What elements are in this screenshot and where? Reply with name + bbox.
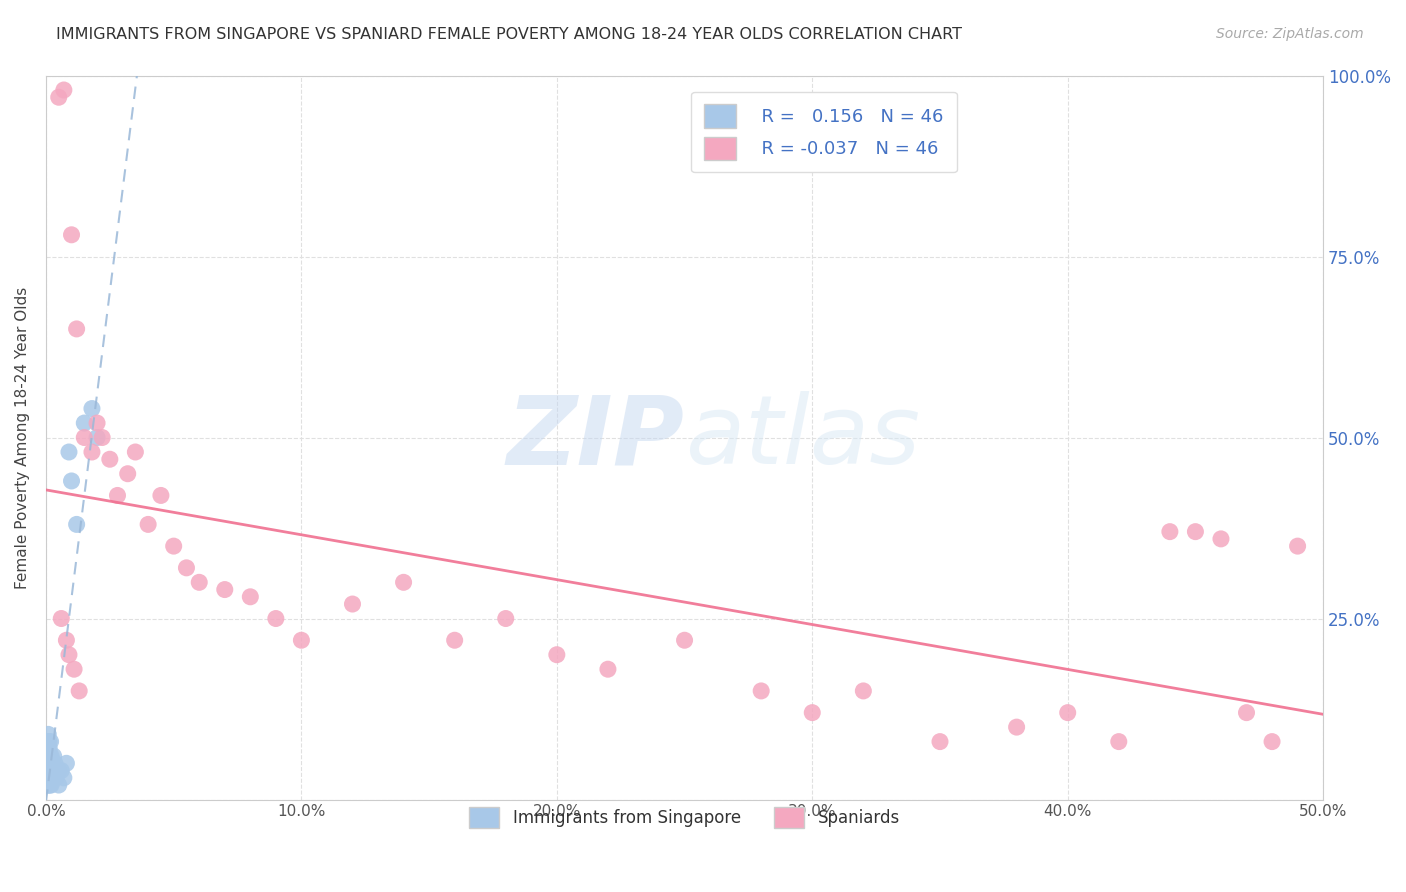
Point	[1056, 706, 1078, 720]
Point	[52, 83, 75, 97]
Point	[1159, 524, 1181, 539]
Point	[38, 771, 60, 785]
Point	[39, 734, 62, 748]
Point	[37, 764, 59, 778]
Point	[1261, 734, 1284, 748]
Point	[37, 742, 59, 756]
Point	[51, 764, 73, 778]
Point	[55, 633, 77, 648]
Point	[35, 771, 58, 785]
Point	[51, 611, 73, 625]
Point	[117, 467, 139, 481]
Point	[749, 684, 772, 698]
Point	[73, 416, 96, 430]
Point	[596, 662, 619, 676]
Point	[38, 734, 60, 748]
Point	[163, 539, 186, 553]
Point	[443, 633, 465, 648]
Point	[1108, 734, 1130, 748]
Point	[38, 749, 60, 764]
Point	[124, 445, 146, 459]
Point	[42, 764, 65, 778]
Point	[1005, 720, 1028, 734]
Point	[214, 582, 236, 597]
Point	[38, 756, 60, 771]
Point	[48, 764, 70, 778]
Point	[42, 771, 65, 785]
Point	[98, 452, 121, 467]
Point	[37, 756, 59, 771]
Point	[41, 756, 63, 771]
Point	[1236, 706, 1258, 720]
Point	[91, 430, 114, 444]
Text: IMMIGRANTS FROM SINGAPORE VS SPANIARD FEMALE POVERTY AMONG 18-24 YEAR OLDS CORRE: IMMIGRANTS FROM SINGAPORE VS SPANIARD FE…	[56, 27, 962, 42]
Point	[176, 561, 198, 575]
Point	[58, 445, 80, 459]
Point	[42, 749, 65, 764]
Point	[188, 575, 211, 590]
Point	[39, 749, 62, 764]
Point	[45, 771, 67, 785]
Point	[239, 590, 262, 604]
Point	[37, 734, 59, 748]
Point	[41, 771, 63, 785]
Point	[39, 771, 62, 785]
Point	[37, 778, 59, 792]
Point	[801, 706, 824, 720]
Point	[73, 430, 96, 444]
Text: Source: ZipAtlas.com: Source: ZipAtlas.com	[1216, 27, 1364, 41]
Point	[342, 597, 364, 611]
Point	[929, 734, 952, 748]
Point	[1184, 524, 1206, 539]
Y-axis label: Female Poverty Among 18-24 Year Olds: Female Poverty Among 18-24 Year Olds	[15, 286, 30, 589]
Point	[1209, 532, 1232, 546]
Point	[80, 445, 103, 459]
Point	[67, 684, 90, 698]
Point	[852, 684, 875, 698]
Legend: Immigrants from Singapore, Spaniards: Immigrants from Singapore, Spaniards	[463, 800, 907, 835]
Point	[39, 778, 62, 792]
Point	[48, 90, 70, 104]
Point	[52, 771, 75, 785]
Text: atlas: atlas	[685, 391, 920, 484]
Point	[38, 778, 60, 792]
Point	[60, 474, 83, 488]
Point	[264, 611, 287, 625]
Point	[290, 633, 312, 648]
Point	[86, 430, 108, 444]
Point	[107, 488, 129, 502]
Point	[149, 488, 172, 502]
Point	[673, 633, 696, 648]
Point	[80, 401, 103, 416]
Point	[38, 764, 60, 778]
Point	[44, 756, 66, 771]
Point	[65, 517, 87, 532]
Point	[392, 575, 415, 590]
Text: ZIP: ZIP	[506, 391, 685, 484]
Point	[39, 756, 62, 771]
Point	[45, 764, 67, 778]
Point	[546, 648, 568, 662]
Point	[136, 517, 159, 532]
Point	[37, 749, 59, 764]
Point	[58, 648, 80, 662]
Point	[39, 764, 62, 778]
Point	[55, 756, 77, 771]
Point	[37, 771, 59, 785]
Point	[65, 322, 87, 336]
Point	[63, 662, 86, 676]
Point	[35, 756, 58, 771]
Point	[38, 742, 60, 756]
Point	[38, 771, 60, 785]
Point	[38, 778, 60, 792]
Point	[38, 749, 60, 764]
Point	[86, 416, 108, 430]
Point	[38, 764, 60, 778]
Point	[1286, 539, 1309, 553]
Point	[60, 227, 83, 242]
Point	[48, 778, 70, 792]
Point	[37, 727, 59, 741]
Point	[495, 611, 517, 625]
